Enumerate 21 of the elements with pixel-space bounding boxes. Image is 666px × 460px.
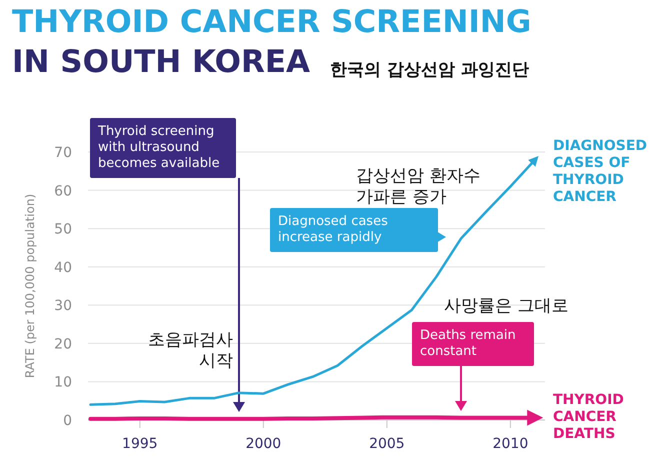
y-tick-label: 40 xyxy=(54,260,72,276)
y-axis-title: RATE (per 100,000 population) xyxy=(23,194,37,378)
annotation: 갑상선암 환자수 가파른 증가 xyxy=(356,166,482,208)
annotation: 초음파검사 시작 xyxy=(147,330,233,372)
chart-subtitle: IN SOUTH KOREA xyxy=(12,44,310,80)
annotation: 사망률은 그대로 xyxy=(444,296,570,317)
y-tick-label: 0 xyxy=(63,413,72,429)
y-tick-label: 70 xyxy=(54,145,72,161)
text: 한국의 갑상선암 과잉진단 xyxy=(330,60,530,81)
chart-title: THYROID CANCER SCREENING xyxy=(12,4,532,40)
series-label: THYROID CANCER DEATHS xyxy=(553,392,625,443)
y-tick-label: 20 xyxy=(54,336,72,352)
y-tick-label: 10 xyxy=(54,374,72,391)
x-tick-label: 2005 xyxy=(369,436,405,452)
y-tick-label: 30 xyxy=(54,298,72,314)
x-tick-label: 2000 xyxy=(246,436,282,452)
series-label: DIAGNOSED CASES OF THYROID CANCER xyxy=(553,138,648,206)
x-tick-label: 1995 xyxy=(122,436,158,452)
y-tick-label: 50 xyxy=(54,222,72,238)
x-tick-label: 2010 xyxy=(492,436,528,452)
y-tick-label: 60 xyxy=(54,183,72,200)
